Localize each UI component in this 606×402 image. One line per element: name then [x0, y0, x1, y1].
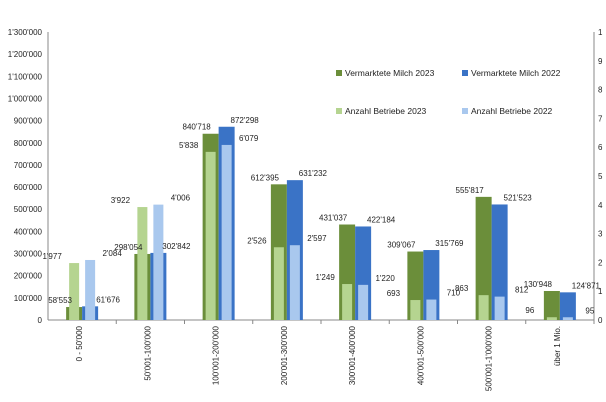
bar-betriebe-2023 [478, 295, 489, 320]
legend-swatch [336, 108, 342, 114]
label-betriebe-2023: 2'526 [247, 236, 267, 245]
bar-milch-2022 [559, 292, 576, 320]
x-category-label: 100'001-200'000 [212, 325, 221, 385]
label-betriebe-2023: 1'977 [42, 252, 62, 261]
legend-swatch [462, 108, 468, 114]
y-tick-label: 1'100'000 [8, 72, 43, 81]
bar-milch-2023 [543, 290, 560, 320]
label-milch-2022: 302'842 [162, 242, 191, 251]
label-milch-2022: 631'232 [299, 169, 328, 178]
label-betriebe-2022: 1'220 [375, 274, 395, 283]
y-tick-label: 300'000 [14, 250, 43, 259]
legend-label: Anzahl Betriebe 2022 [471, 106, 553, 116]
x-category-label: 200'001-300'000 [280, 325, 289, 385]
bar-betriebe-2022 [358, 284, 369, 320]
y-tick-label: 800'000 [14, 139, 43, 148]
y-tick-label: 1'300'000 [8, 28, 43, 37]
y-tick-label: 200'000 [14, 272, 43, 281]
x-category-label: 0 - 50'000 [75, 325, 84, 361]
label-milch-2023: 58'553 [48, 296, 72, 305]
label-milch-2022: 124'871 [572, 281, 601, 290]
label-milch-2023: 612'395 [251, 173, 280, 182]
label-betriebe-2023: 3'922 [111, 196, 131, 205]
x-category-label: 50'001-100'000 [143, 325, 152, 380]
y-tick-label: 1'200'000 [8, 50, 43, 59]
label-milch-2022: 521'523 [504, 193, 533, 202]
bar-betriebe-2022 [153, 204, 164, 320]
label-betriebe-2022: 2'597 [307, 234, 327, 243]
label-betriebe-2022: 6'079 [239, 134, 259, 143]
bar-betriebe-2023 [273, 247, 284, 320]
label-betriebe-2022: 95 [585, 306, 594, 315]
label-milch-2023: 431'037 [319, 214, 348, 223]
y2-tick-label: 5 [598, 172, 603, 181]
bar-milch-2023 [475, 196, 492, 320]
y2-tick-label: 4 [598, 201, 603, 210]
bar-betriebe-2022 [562, 317, 573, 320]
label-milch-2022: 872'298 [231, 116, 260, 125]
x-category-label: über 1 Mio. [553, 326, 562, 366]
y-tick-label: 1'000'000 [8, 94, 43, 103]
label-milch-2023: 840'718 [183, 123, 212, 132]
label-milch-2023: 309'067 [387, 241, 416, 250]
legend-swatch [336, 70, 342, 76]
legend-label: Anzahl Betriebe 2023 [345, 106, 427, 116]
bar-betriebe-2023 [205, 151, 216, 320]
y-tick-label: 0 [38, 316, 43, 325]
label-milch-2023: 298'054 [114, 243, 143, 252]
label-betriebe-2022: 2'084 [102, 249, 122, 258]
bar-betriebe-2022 [85, 259, 96, 320]
y2-tick-label: 1 [598, 28, 603, 37]
label-betriebe-2022: 710 [447, 289, 461, 298]
y2-tick-label: 0 [598, 316, 603, 325]
y-tick-label: 400'000 [14, 227, 43, 236]
bar-betriebe-2022 [426, 299, 437, 320]
label-milch-2022: 61'676 [96, 295, 120, 304]
y2-tick-label: 8 [598, 86, 603, 95]
y-tick-label: 500'000 [14, 205, 43, 214]
label-milch-2023: 555'817 [456, 186, 485, 195]
y2-tick-label: 7 [598, 114, 603, 123]
x-category-label: 500'001-1'000'000 [485, 325, 494, 391]
bar-betriebe-2023 [546, 317, 557, 320]
label-milch-2023: 130'948 [524, 280, 553, 289]
bar-betriebe-2022 [221, 144, 232, 320]
y2-tick-label: 2 [598, 258, 603, 267]
label-betriebe-2022: 812 [515, 286, 529, 295]
legend-label: Vermarktete Milch 2023 [345, 68, 435, 78]
label-milch-2022: 315'769 [435, 239, 464, 248]
bar-betriebe-2022 [289, 245, 300, 320]
label-betriebe-2023: 96 [525, 306, 534, 315]
y-tick-label: 700'000 [14, 161, 43, 170]
y2-tick-label: 6 [598, 143, 603, 152]
legend-swatch [462, 70, 468, 76]
y-tick-label: 100'000 [14, 294, 43, 303]
label-betriebe-2023: 693 [387, 289, 401, 298]
label-betriebe-2023: 5'838 [179, 141, 199, 150]
label-betriebe-2023: 863 [455, 284, 469, 293]
y-tick-label: 600'000 [14, 183, 43, 192]
y-tick-label: 900'000 [14, 117, 43, 126]
bar-betriebe-2023 [342, 284, 353, 320]
label-betriebe-2022: 4'006 [171, 194, 191, 203]
label-milch-2022: 422'184 [367, 215, 396, 224]
bar-betriebe-2022 [494, 296, 505, 320]
y2-tick-label: 3 [598, 230, 603, 239]
label-betriebe-2023: 1'249 [315, 273, 335, 282]
x-category-label: 300'001-400'000 [348, 325, 357, 385]
bar-betriebe-2023 [69, 263, 80, 320]
bar-betriebe-2023 [410, 300, 421, 320]
x-category-label: 400'001-500'000 [416, 325, 425, 385]
legend-label: Vermarktete Milch 2022 [471, 68, 561, 78]
bar-betriebe-2023 [137, 207, 148, 320]
y2-tick-label: 1 [598, 287, 603, 296]
y2-tick-label: 9 [598, 57, 603, 66]
bar-milch-2022 [491, 204, 508, 320]
